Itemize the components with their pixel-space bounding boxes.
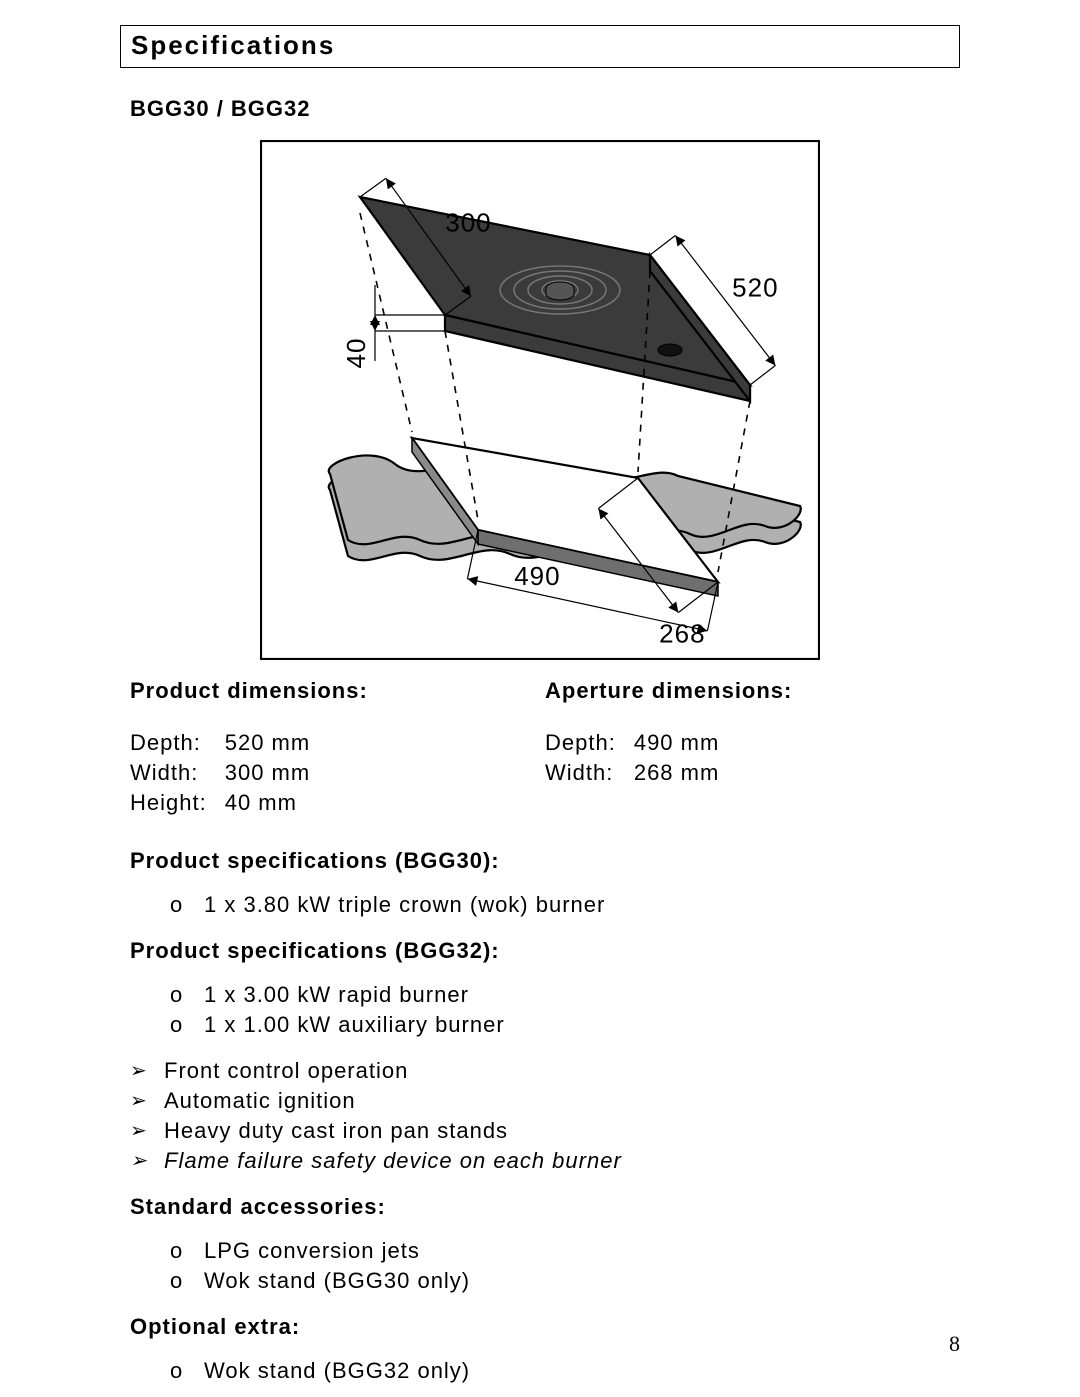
list-item: LPG conversion jets [170, 1238, 960, 1264]
aperture-dimensions-title: Aperture dimensions: [545, 678, 960, 704]
spec-bgg30-list: 1 x 3.80 kW triple crown (wok) burner [170, 892, 960, 918]
list-item: Wok stand (BGG30 only) [170, 1268, 960, 1294]
aperture-dimensions-col: Aperture dimensions: Depth:490 mm Width:… [545, 678, 960, 818]
page-number: 8 [949, 1331, 960, 1357]
dim-label: Height: [130, 788, 225, 818]
dim-label: Depth: [545, 728, 634, 758]
list-item: 1 x 3.00 kW rapid burner [170, 982, 960, 1008]
spec-bgg30-title: Product specifications (BGG30): [130, 848, 960, 874]
specifications-title: Specifications [131, 30, 335, 60]
dimensions-diagram: 300 520 40 490 268 [260, 140, 820, 660]
dim-value: 40 mm [225, 788, 328, 818]
list-item: Heavy duty cast iron pan stands [130, 1118, 960, 1144]
list-item: Front control operation [130, 1058, 960, 1084]
dim-value: 490 mm [634, 728, 737, 758]
svg-text:490: 490 [514, 561, 560, 591]
product-dimensions-title: Product dimensions: [130, 678, 545, 704]
features-list: Front control operation Automatic igniti… [130, 1058, 960, 1174]
model-id: BGG30 / BGG32 [130, 96, 960, 122]
page: Specifications BGG30 / BGG32 300 520 40 490… [0, 0, 1080, 1397]
dim-value: 300 mm [225, 758, 328, 788]
dim-label: Width: [130, 758, 225, 788]
table-row: Depth:490 mm [545, 728, 737, 758]
list-item: 1 x 3.80 kW triple crown (wok) burner [170, 892, 960, 918]
specifications-title-box: Specifications [120, 25, 960, 68]
svg-text:268: 268 [659, 618, 705, 648]
svg-text:300: 300 [445, 207, 491, 237]
optional-extra-title: Optional extra: [130, 1314, 960, 1340]
svg-text:40: 40 [341, 338, 371, 369]
dim-value: 520 mm [225, 728, 328, 758]
table-row: Width:268 mm [545, 758, 737, 788]
product-dimensions-col: Product dimensions: Depth:520 mm Width:3… [130, 678, 545, 818]
svg-text:520: 520 [732, 272, 778, 302]
list-item: Automatic ignition [130, 1088, 960, 1114]
aperture-dimensions-table: Depth:490 mm Width:268 mm [545, 728, 737, 788]
list-item: 1 x 1.00 kW auxiliary burner [170, 1012, 960, 1038]
list-item: Wok stand (BGG32 only) [170, 1358, 960, 1384]
table-row: Width:300 mm [130, 758, 328, 788]
dim-label: Width: [545, 758, 634, 788]
dimensions-row: Product dimensions: Depth:520 mm Width:3… [130, 678, 960, 818]
table-row: Height: 40 mm [130, 788, 328, 818]
dim-label: Depth: [130, 728, 225, 758]
spec-bgg32-title: Product specifications (BGG32): [130, 938, 960, 964]
standard-accessories-list: LPG conversion jets Wok stand (BGG30 onl… [170, 1238, 960, 1294]
table-row: Depth:520 mm [130, 728, 328, 758]
product-dimensions-table: Depth:520 mm Width:300 mm Height: 40 mm [130, 728, 328, 818]
optional-extra-list: Wok stand (BGG32 only) [170, 1358, 960, 1384]
dim-value: 268 mm [634, 758, 737, 788]
spec-bgg32-list: 1 x 3.00 kW rapid burner 1 x 1.00 kW aux… [170, 982, 960, 1038]
standard-accessories-title: Standard accessories: [130, 1194, 960, 1220]
list-item: Flame failure safety device on each burn… [130, 1148, 960, 1174]
